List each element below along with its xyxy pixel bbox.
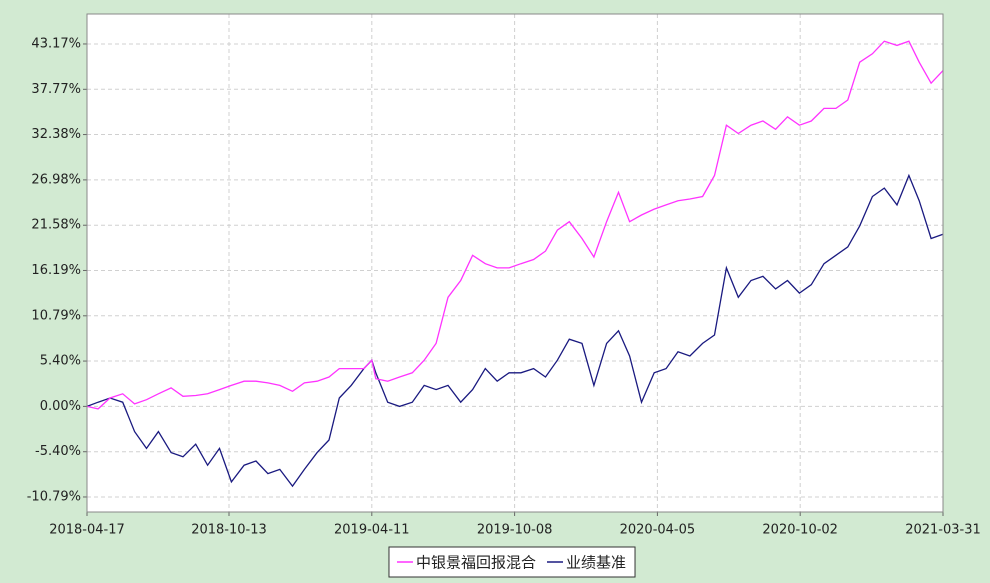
legend-label: 业绩基准 (566, 554, 626, 572)
x-tick-label: 2020-04-05 (620, 523, 696, 538)
y-tick-label: 37.77% (31, 82, 81, 97)
y-tick-label: 26.98% (31, 172, 81, 187)
series-line (86, 173, 944, 488)
y-tick-label: 21.58% (31, 218, 81, 233)
legend-box (388, 546, 636, 578)
y-tick-label: 5.40% (40, 354, 81, 369)
y-tick-label: -10.79% (27, 489, 81, 504)
x-tick-label: 2021-03-31 (905, 523, 981, 538)
y-tick-label: 0.00% (40, 399, 81, 414)
x-tick-label: 2018-04-17 (49, 523, 125, 538)
x-tick-label: 2018-10-13 (191, 523, 267, 538)
x-tick-label: 2020-10-02 (762, 523, 838, 538)
y-tick-label: -5.40% (35, 444, 81, 459)
x-tick-label: 2019-10-08 (477, 523, 553, 538)
y-tick-label: 10.79% (31, 308, 81, 323)
x-tick-label: 2019-04-11 (334, 523, 410, 538)
legend-label: 中银景福回报混合 (416, 554, 536, 572)
y-tick-label: 43.17% (31, 36, 81, 51)
plot-border (86, 13, 944, 513)
y-tick-label: 32.38% (31, 127, 81, 142)
legend: 中银景福回报混合 业绩基准 (388, 546, 636, 578)
y-tick-label: 16.19% (31, 263, 81, 278)
series-line (86, 40, 944, 410)
